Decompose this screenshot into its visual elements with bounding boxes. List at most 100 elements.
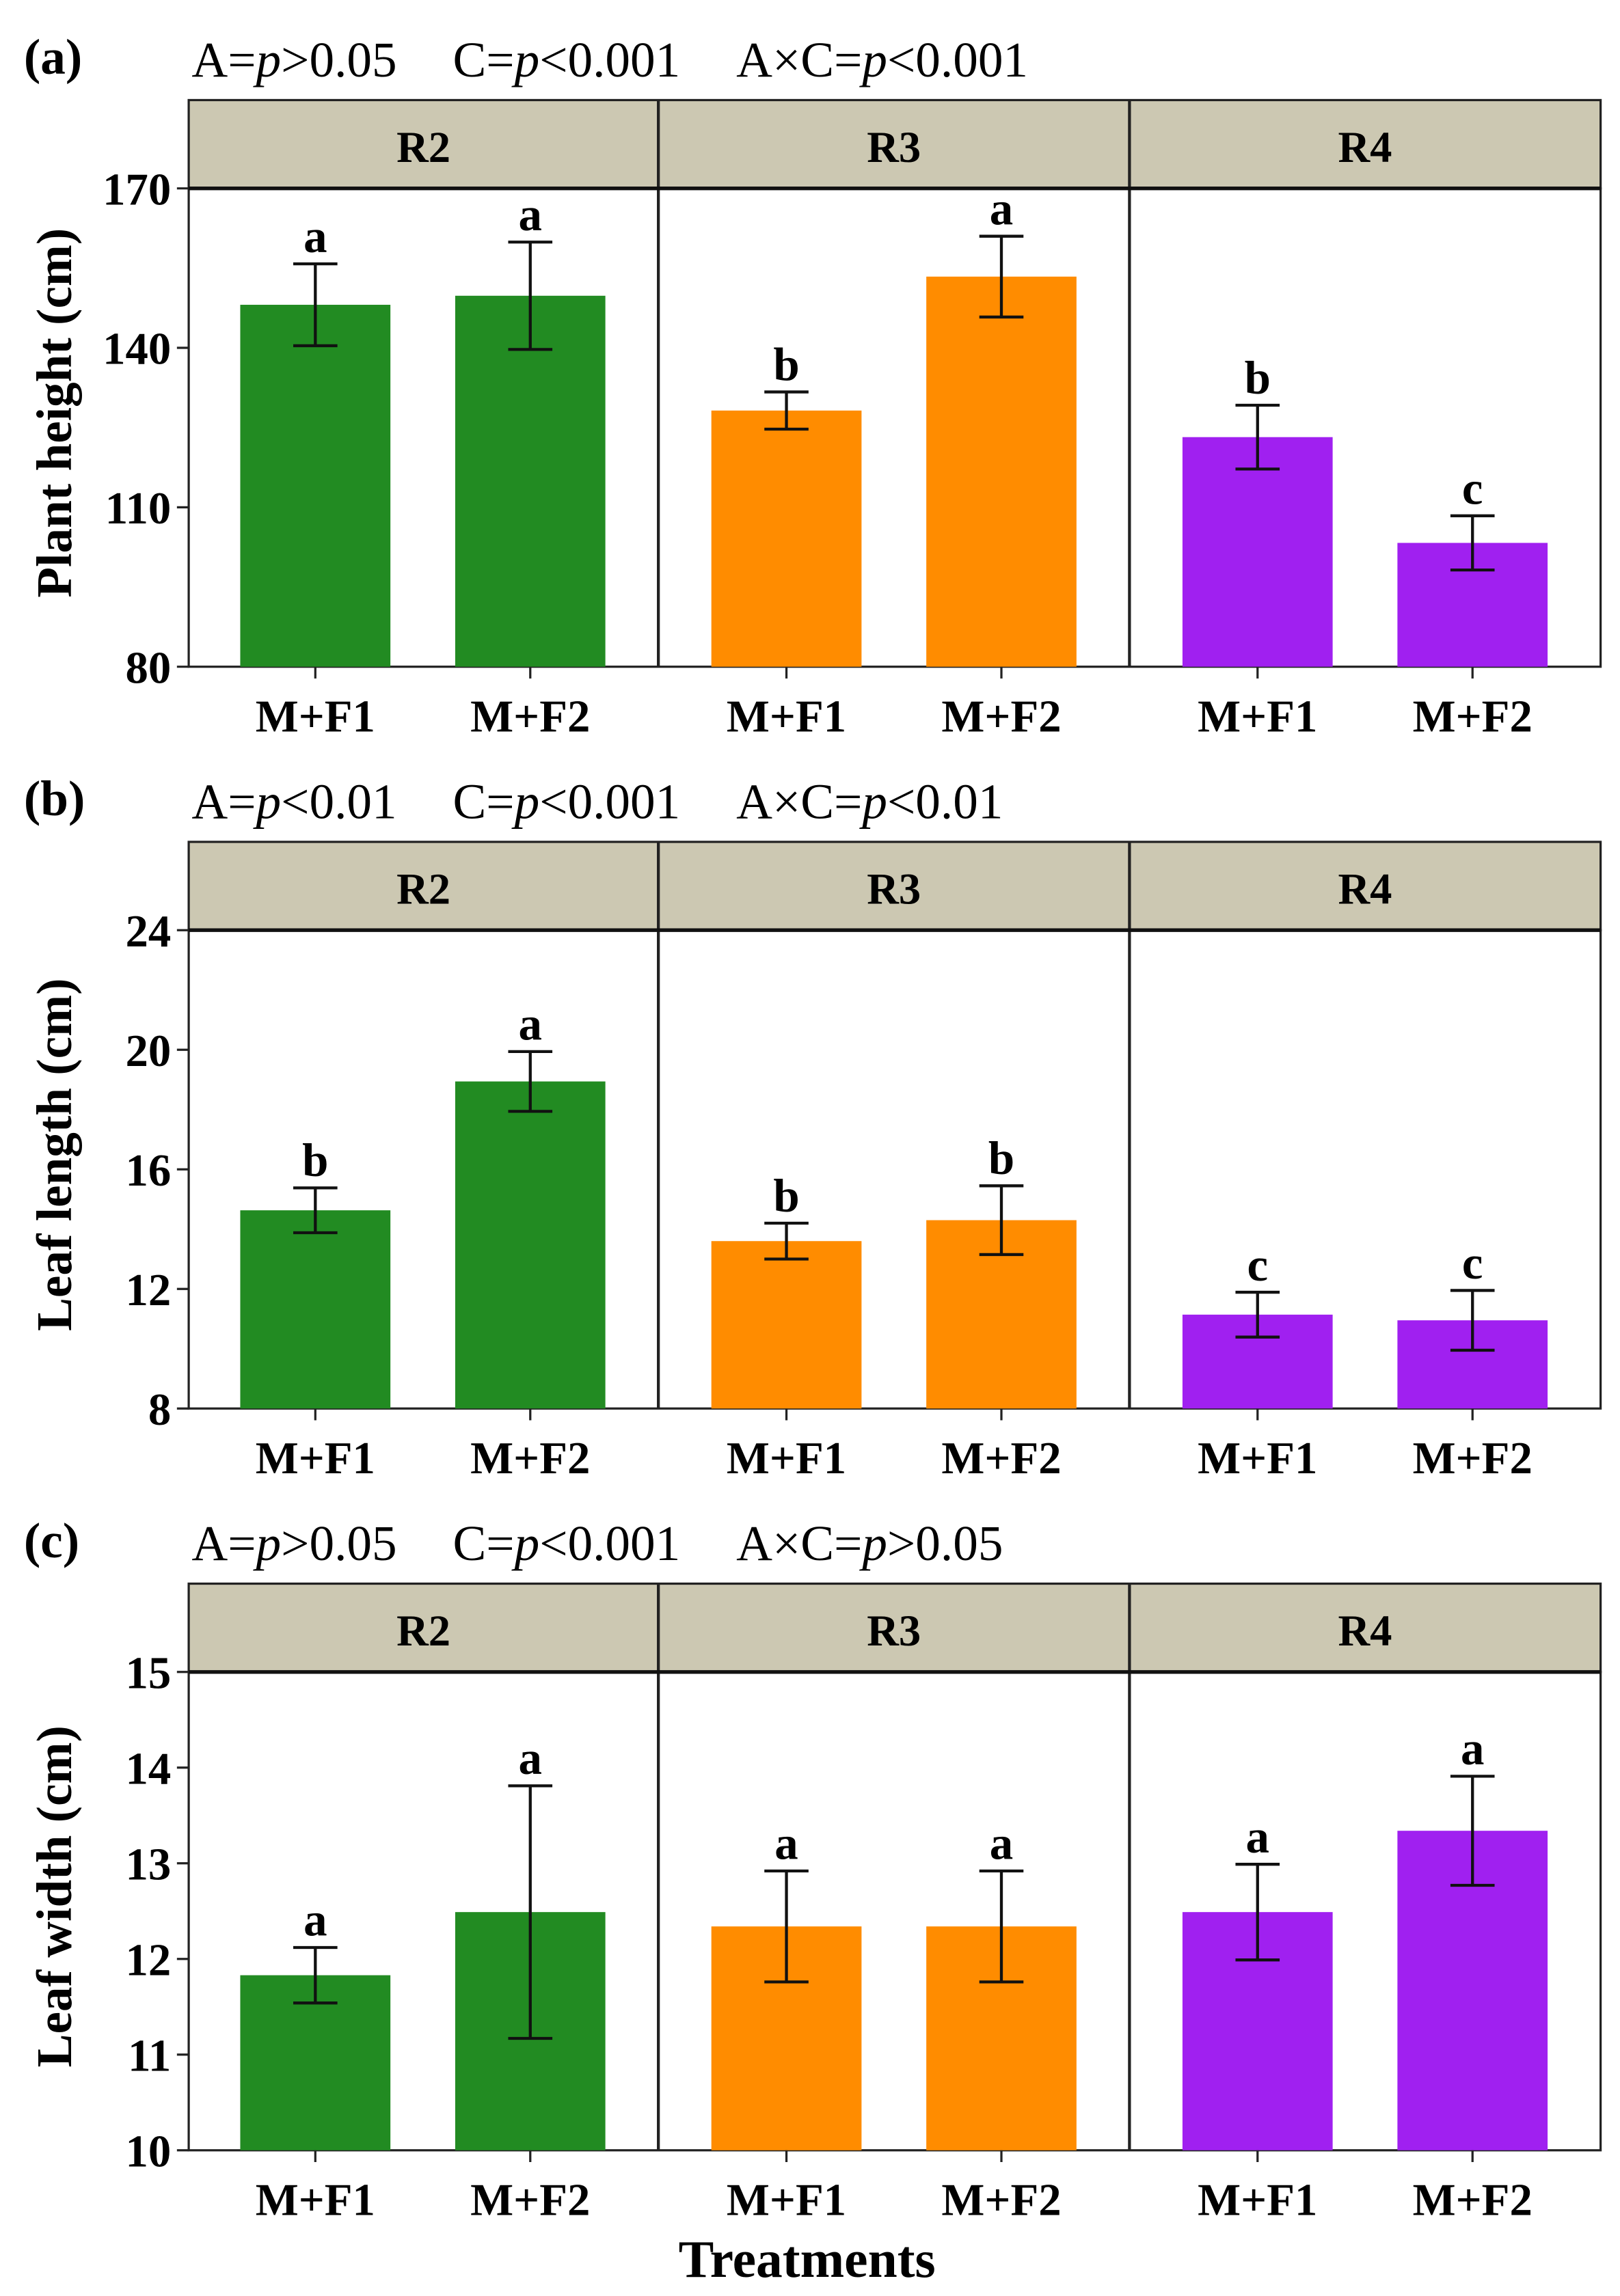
x-tick-label: M+F1 <box>727 1434 846 1484</box>
y-axis-label: Plant height (cm) <box>27 228 82 598</box>
stats-line: A=p<0.01 C=p<0.001 A×C=p<0.01 <box>191 774 1003 830</box>
strip-background <box>187 98 1602 190</box>
x-tick-label: M+F1 <box>727 2176 846 2226</box>
stat-prefix: A×C= <box>736 32 862 87</box>
stat-p: p <box>253 1516 282 1571</box>
x-tick-label: M+F1 <box>1198 2176 1317 2226</box>
strip-label-R3: R3 <box>867 122 921 172</box>
stat-value: >0.05 <box>887 1516 1003 1571</box>
significance-letter: a <box>1461 1723 1484 1775</box>
panel-label: (c) <box>24 1513 79 1568</box>
strip-label-R3: R3 <box>867 864 921 913</box>
x-tick-label: M+F1 <box>256 2176 375 2226</box>
x-tick-label: M+F1 <box>1198 1434 1317 1484</box>
significance-letter: a <box>519 189 542 241</box>
significance-letter: a <box>774 1818 798 1870</box>
y-tick-label: 16 <box>125 1146 171 1196</box>
bar-R3-M+F1 <box>711 410 862 667</box>
x-tick-label: M+F2 <box>1413 1434 1533 1484</box>
stat-p: p <box>859 32 887 87</box>
stat-p: p <box>859 774 887 830</box>
stat-prefix: A= <box>191 1516 256 1571</box>
x-tick-label: M+F1 <box>1198 692 1317 741</box>
panel-label: (a) <box>24 29 82 85</box>
plot-frame <box>187 929 1602 1410</box>
bar-R2-M+F1 <box>240 1210 391 1409</box>
stat-p: p <box>253 774 282 830</box>
significance-letter: a <box>303 210 327 262</box>
y-tick-label: 11 <box>128 2031 171 2081</box>
significance-letter: c <box>1462 1237 1483 1289</box>
strip-label-R2: R2 <box>396 122 450 172</box>
plot-frame <box>187 187 1602 668</box>
stat-prefix: C= <box>453 32 514 87</box>
bar-R2-M+F2 <box>455 295 606 667</box>
y-tick-label: 8 <box>148 1385 171 1435</box>
significance-letter: b <box>1245 352 1271 404</box>
significance-letter: a <box>519 998 542 1050</box>
x-axis-label: Treatments <box>679 2230 936 2288</box>
stat-value: <0.01 <box>281 774 396 830</box>
strip-label-R2: R2 <box>396 864 450 913</box>
y-tick-label: 13 <box>125 1840 171 1889</box>
stat-value: <0.001 <box>539 32 680 87</box>
strip-label-R4: R4 <box>1338 122 1392 172</box>
plot-frame <box>187 1671 1602 2152</box>
significance-letter: a <box>1246 1811 1269 1863</box>
stat-prefix: A= <box>191 32 256 87</box>
significance-letter: a <box>990 1818 1013 1870</box>
significance-letter: b <box>773 1170 799 1222</box>
stats-line: A=p>0.05 C=p<0.001 A×C=p<0.001 <box>191 32 1028 87</box>
x-tick-label: M+F2 <box>941 2176 1061 2226</box>
stat-p: p <box>859 1516 887 1571</box>
y-tick-label: 110 <box>105 484 171 534</box>
bar-R4-M+F1 <box>1182 437 1333 667</box>
x-tick-label: M+F2 <box>1413 2176 1533 2226</box>
strip-label-R4: R4 <box>1338 864 1392 913</box>
bar-R3-M+F2 <box>926 276 1077 667</box>
significance-letter: c <box>1462 463 1483 515</box>
stat-p: p <box>511 1516 540 1571</box>
significance-letter: a <box>303 1894 327 1946</box>
stat-value: >0.05 <box>281 32 396 87</box>
x-tick-label: M+F2 <box>1413 692 1533 741</box>
y-tick-label: 10 <box>125 2127 171 2176</box>
stat-prefix: C= <box>453 774 514 830</box>
stat-p: p <box>511 32 540 87</box>
significance-letter: b <box>988 1132 1014 1184</box>
y-tick-label: 80 <box>125 643 171 693</box>
significance-letter: b <box>773 338 799 390</box>
x-tick-label: M+F1 <box>256 1434 375 1484</box>
y-axis-label: Leaf length (cm) <box>27 978 82 1330</box>
strip-background <box>187 840 1602 931</box>
y-tick-label: 12 <box>125 1935 171 1985</box>
stats-line: A=p>0.05 C=p<0.001 A×C=p>0.05 <box>191 1516 1003 1571</box>
y-tick-label: 24 <box>125 907 171 957</box>
bar-R2-M+F1 <box>240 305 391 667</box>
y-tick-label: 140 <box>103 325 171 374</box>
x-tick-label: M+F2 <box>470 692 590 741</box>
stat-p: p <box>253 32 282 87</box>
y-tick-label: 12 <box>125 1266 171 1315</box>
significance-letter: b <box>302 1134 328 1186</box>
strip-label-R3: R3 <box>867 1606 921 1655</box>
stat-value: <0.001 <box>539 774 680 830</box>
y-tick-label: 20 <box>125 1026 171 1076</box>
x-tick-label: M+F1 <box>256 692 375 741</box>
strip-label-R2: R2 <box>396 1606 450 1655</box>
stat-p: p <box>511 774 540 830</box>
x-tick-label: M+F2 <box>941 692 1061 741</box>
stat-value: <0.001 <box>887 32 1028 87</box>
stat-prefix: C= <box>453 1516 514 1571</box>
x-tick-label: M+F2 <box>470 1434 590 1484</box>
y-tick-label: 14 <box>125 1744 171 1794</box>
stat-value: >0.05 <box>281 1516 396 1571</box>
y-axis-label: Leaf width (cm) <box>27 1725 82 2067</box>
significance-letter: c <box>1247 1239 1268 1291</box>
significance-letter: a <box>519 1732 542 1784</box>
x-tick-label: M+F2 <box>941 1434 1061 1484</box>
